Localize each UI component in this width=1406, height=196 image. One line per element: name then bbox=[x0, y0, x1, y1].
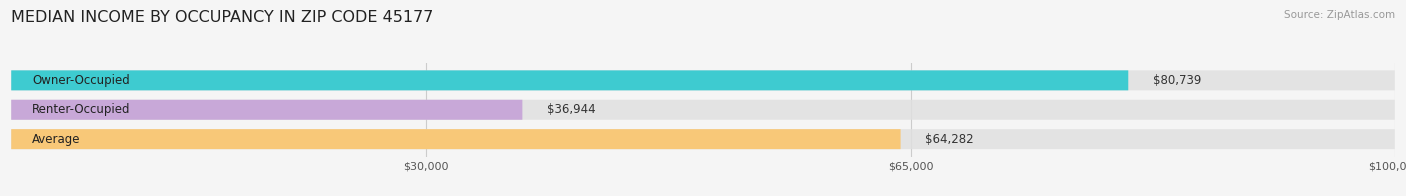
Text: $64,282: $64,282 bbox=[925, 133, 974, 146]
FancyBboxPatch shape bbox=[11, 100, 523, 120]
Text: Average: Average bbox=[32, 133, 80, 146]
FancyBboxPatch shape bbox=[11, 70, 1128, 90]
Text: Owner-Occupied: Owner-Occupied bbox=[32, 74, 129, 87]
FancyBboxPatch shape bbox=[11, 70, 1395, 90]
Text: Renter-Occupied: Renter-Occupied bbox=[32, 103, 131, 116]
FancyBboxPatch shape bbox=[11, 129, 901, 149]
Text: $36,944: $36,944 bbox=[547, 103, 596, 116]
FancyBboxPatch shape bbox=[11, 129, 1395, 149]
FancyBboxPatch shape bbox=[11, 100, 1395, 120]
Text: $80,739: $80,739 bbox=[1153, 74, 1202, 87]
Text: Source: ZipAtlas.com: Source: ZipAtlas.com bbox=[1284, 10, 1395, 20]
Text: MEDIAN INCOME BY OCCUPANCY IN ZIP CODE 45177: MEDIAN INCOME BY OCCUPANCY IN ZIP CODE 4… bbox=[11, 10, 433, 25]
